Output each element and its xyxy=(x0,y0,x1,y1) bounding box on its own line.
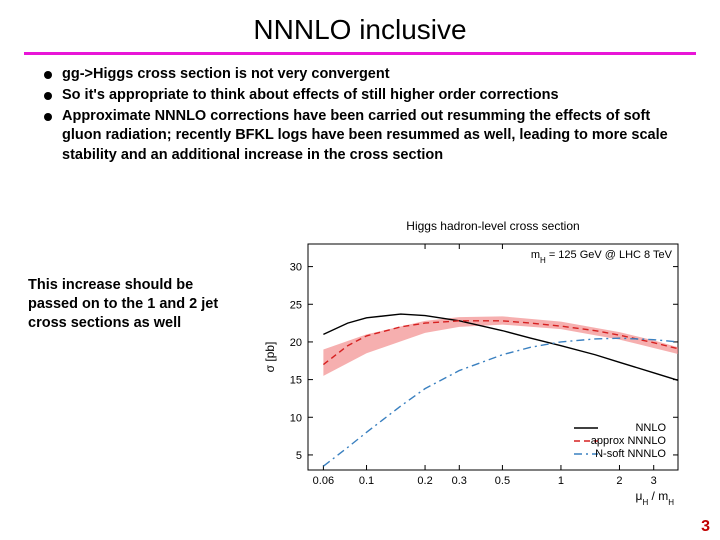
bullet-icon xyxy=(44,113,52,121)
svg-text:Higgs hadron-level cross secti: Higgs hadron-level cross section xyxy=(406,219,579,233)
svg-text:0.1: 0.1 xyxy=(359,475,374,487)
svg-text:20: 20 xyxy=(290,337,302,349)
svg-text:1: 1 xyxy=(558,475,564,487)
bullet-text: So it's appropriate to think about effec… xyxy=(62,86,559,105)
page-title: NNNLO inclusive xyxy=(0,0,720,52)
svg-text:0.5: 0.5 xyxy=(495,475,510,487)
svg-text:15: 15 xyxy=(290,375,302,387)
svg-text:0.2: 0.2 xyxy=(417,475,432,487)
list-item: gg->Higgs cross section is not very conv… xyxy=(44,65,692,84)
bullet-icon xyxy=(44,92,52,100)
svg-text:0.3: 0.3 xyxy=(452,475,467,487)
bullet-text: gg->Higgs cross section is not very conv… xyxy=(62,65,390,84)
aside-note: This increase should be passed on to the… xyxy=(28,276,238,333)
bullet-text: Approximate NNNLO corrections have been … xyxy=(62,107,692,164)
svg-text:2: 2 xyxy=(616,475,622,487)
svg-text:N-soft NNNLO: N-soft NNNLO xyxy=(595,448,666,460)
svg-text:30: 30 xyxy=(290,262,302,274)
chart-svg: Higgs hadron-level cross section mH = 125… xyxy=(260,216,690,506)
svg-text:approx NNNLO: approx NNNLO xyxy=(591,435,667,447)
svg-text:3: 3 xyxy=(651,475,657,487)
svg-text:NNLO: NNLO xyxy=(635,422,666,434)
bullet-icon xyxy=(44,71,52,79)
svg-text:μH / mH: μH / mH xyxy=(636,489,675,506)
svg-text:10: 10 xyxy=(290,412,302,424)
svg-text:mH = 125 GeV @ LHC 8 TeV: mH = 125 GeV @ LHC 8 TeV xyxy=(531,249,673,265)
cross-section-chart: Higgs hadron-level cross section mH = 125… xyxy=(260,216,690,506)
title-rule xyxy=(24,52,696,55)
svg-text:0.06: 0.06 xyxy=(313,475,334,487)
svg-text:σ [pb]: σ [pb] xyxy=(263,342,277,373)
list-item: So it's appropriate to think about effec… xyxy=(44,86,692,105)
page-number: 3 xyxy=(701,518,710,536)
list-item: Approximate NNNLO corrections have been … xyxy=(44,107,692,164)
svg-text:5: 5 xyxy=(296,450,302,462)
bullet-list: gg->Higgs cross section is not very conv… xyxy=(44,65,692,165)
svg-text:25: 25 xyxy=(290,299,302,311)
